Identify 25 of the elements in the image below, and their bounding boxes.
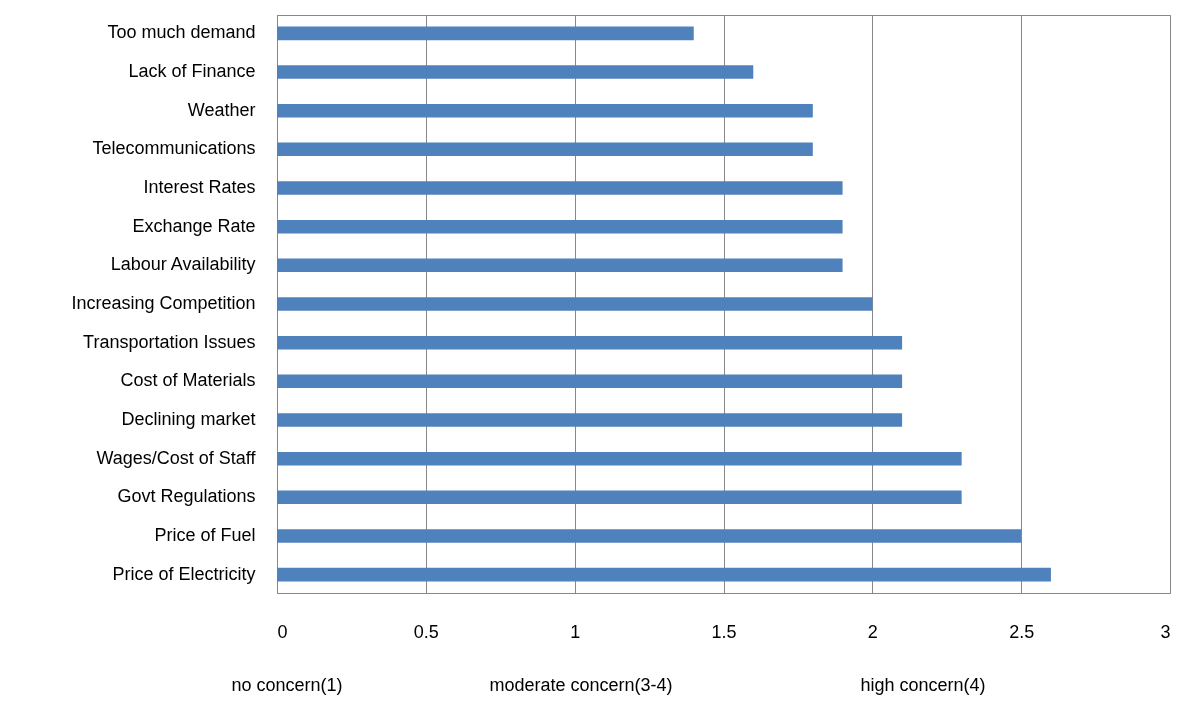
y-tick-label: Lack of Finance [128, 61, 256, 82]
y-tick-label: Transportation Issues [83, 331, 256, 352]
text: moderate concern(3-4) [489, 675, 673, 695]
x-tick-label: 1.5 [711, 621, 737, 642]
y-tick-label: Increasing Competition [71, 293, 256, 313]
text: no concern(1) [231, 675, 343, 695]
x-tick-label: 0 [277, 621, 288, 642]
y-tick-label: Weather [187, 99, 256, 120]
y-tick-label: Wages/Cost of Staff [96, 447, 257, 468]
x-tick-label: 2 [867, 621, 878, 642]
y-tick-label: Labour Availability [110, 254, 256, 275]
y-tick-label: Cost of Materials [120, 370, 256, 391]
x-tick-label: 3 [1160, 621, 1171, 642]
y-tick-label: Govt Regulations [117, 486, 256, 507]
y-tick-label: Price of Fuel [154, 524, 256, 545]
text: high concern(4) [860, 675, 986, 695]
x-tick-label: 0.5 [413, 621, 439, 642]
x-tick-label: 1 [570, 621, 581, 642]
y-tick-label: Too much demand [107, 22, 256, 43]
y-tick-label: Interest Rates [143, 177, 256, 198]
x-tick-label: 2.5 [1009, 621, 1035, 642]
y-tick-label: Declining market [121, 408, 256, 429]
y-tick-label: Exchange Rate [132, 215, 256, 236]
y-tick-label: Telecommunications [92, 138, 256, 159]
y-tick-label: Price of Electricity [112, 563, 256, 584]
